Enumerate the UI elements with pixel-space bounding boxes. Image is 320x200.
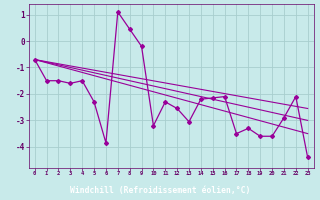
Text: Windchill (Refroidissement éolien,°C): Windchill (Refroidissement éolien,°C) (70, 186, 250, 196)
